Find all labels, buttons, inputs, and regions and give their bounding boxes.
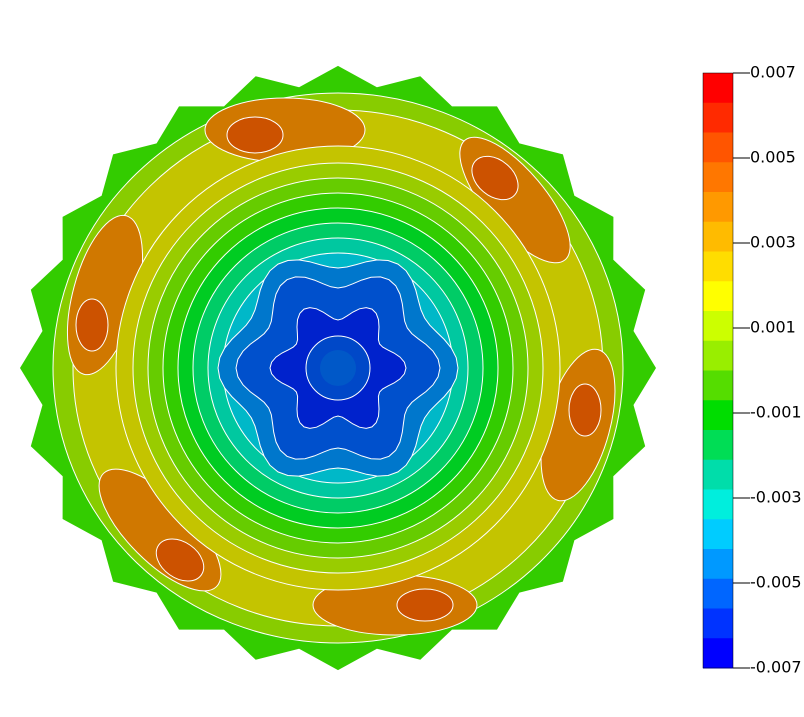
colorbar-band <box>703 251 733 282</box>
hot-core <box>155 538 205 582</box>
colorbar-band <box>703 578 733 609</box>
colorbar: 0.007 0.005 0.003 0.001 -0.001 -0.003 -0.005 -0… <box>702 63 802 677</box>
colorbar-band <box>703 400 733 431</box>
hot-core <box>568 383 602 437</box>
tick-label: -0.003 <box>750 488 802 507</box>
colorbar-band <box>703 340 733 371</box>
contour-field <box>20 65 656 671</box>
colorbar-band <box>703 221 733 252</box>
colorbar-band <box>703 132 733 163</box>
tick-label: 0.003 <box>750 233 796 252</box>
colorbar-band <box>703 192 733 223</box>
hot-core <box>396 588 454 622</box>
contour-core <box>320 350 356 386</box>
hot-core <box>75 298 109 352</box>
colorbar-band <box>703 311 733 342</box>
colorbar-frame <box>702 72 734 669</box>
colorbar-band <box>703 73 733 104</box>
colorbar-band <box>703 459 733 490</box>
colorbar-band <box>703 608 733 639</box>
colorbar-band <box>703 638 733 669</box>
hot-core <box>226 116 284 154</box>
colorbar-band <box>703 370 733 401</box>
tick-label: -0.001 <box>750 403 802 422</box>
colorbar-band <box>703 519 733 550</box>
hot-core <box>471 155 519 201</box>
tick-label: -0.007 <box>750 658 802 677</box>
colorbar-band <box>703 281 733 312</box>
colorbar-band <box>703 489 733 520</box>
tick-label: 0.001 <box>750 318 796 337</box>
colorbar-band <box>703 430 733 461</box>
colorbar-band <box>703 162 733 193</box>
tick-label: -0.005 <box>750 573 802 592</box>
tick-label: 0.007 <box>750 63 796 82</box>
colorbar-band <box>703 102 733 133</box>
hot-cores <box>75 116 602 622</box>
tick-label: 0.005 <box>750 148 796 167</box>
colorbar-band <box>703 549 733 580</box>
